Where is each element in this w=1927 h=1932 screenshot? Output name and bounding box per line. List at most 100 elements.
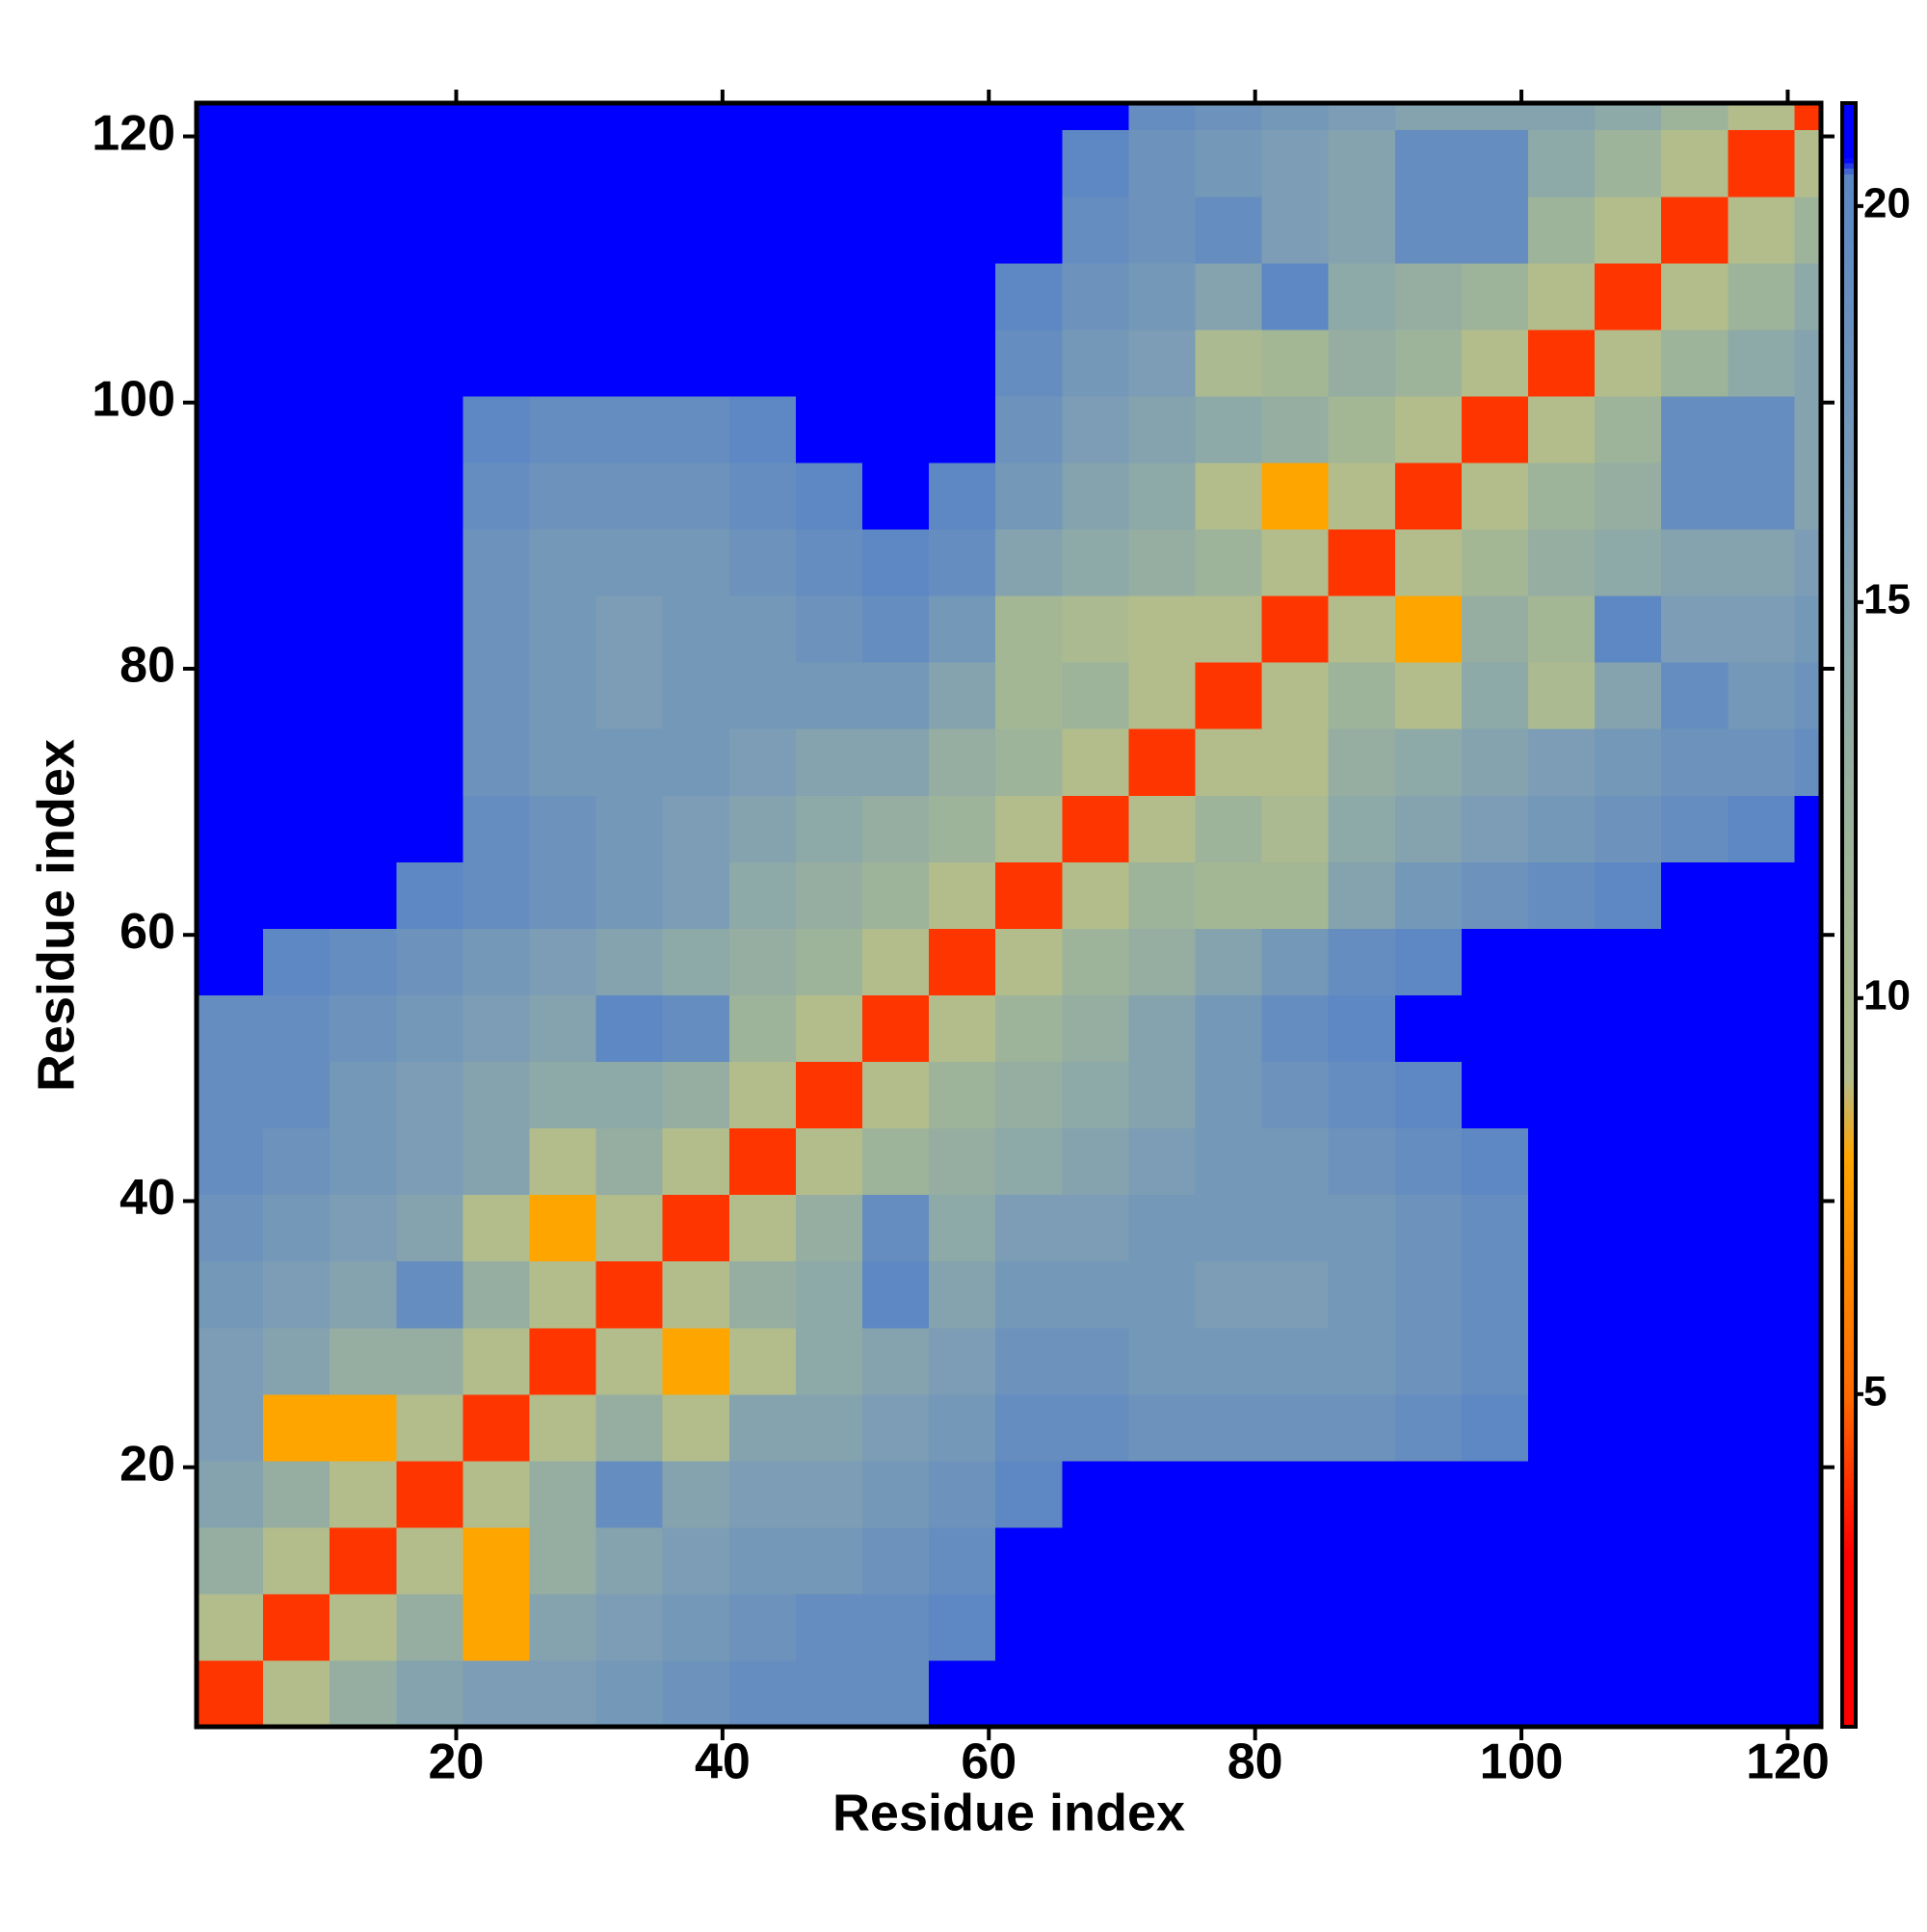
- colorbar-slice: [1842, 887, 1856, 894]
- colorbar-slice: [1842, 968, 1856, 976]
- colorbar-slice: [1842, 1705, 1856, 1711]
- colorbar-slice: [1842, 649, 1856, 656]
- heatmap-cell: [861, 662, 930, 729]
- colorbar-slice: [1842, 1098, 1856, 1105]
- heatmap-cell: [197, 728, 264, 796]
- heatmap-cell: [595, 1593, 664, 1661]
- plot-frame: [194, 100, 1824, 1730]
- heatmap-cell: [662, 1260, 730, 1329]
- y-tick-label: 80: [119, 638, 175, 694]
- colorbar-slice: [1842, 536, 1856, 543]
- colorbar-slice: [1842, 238, 1856, 245]
- heatmap-cell: [1527, 1260, 1596, 1329]
- heatmap-cell: [1394, 1194, 1463, 1262]
- heatmap-cell: [1261, 1260, 1330, 1329]
- heatmap-cell: [1661, 1526, 1729, 1595]
- heatmap-cell: [462, 1393, 531, 1462]
- heatmap-cell: [1195, 262, 1263, 331]
- colorbar-slice: [1842, 1655, 1856, 1663]
- heatmap-cell: [1527, 103, 1596, 131]
- heatmap-cell: [1328, 861, 1396, 929]
- heatmap-cell: [1261, 1194, 1330, 1262]
- colorbar-slice: [1842, 780, 1856, 786]
- colorbar-slice: [1842, 1694, 1856, 1701]
- heatmap-cell: [861, 994, 930, 1063]
- heatmap-cell: [263, 1659, 330, 1728]
- colorbar-slice: [1842, 1450, 1856, 1457]
- heatmap-cell: [529, 1393, 597, 1462]
- heatmap-cell: [1661, 1659, 1729, 1728]
- heatmap-cell: [197, 595, 264, 663]
- colorbar-slice: [1842, 1553, 1856, 1560]
- heatmap-cell: [595, 1393, 664, 1462]
- heatmap-cell: [263, 1593, 330, 1661]
- heatmap-cell: [1195, 1593, 1263, 1661]
- heatmap-cell: [1527, 595, 1596, 663]
- colorbar-slice: [1842, 1066, 1856, 1073]
- heatmap-cell: [1661, 395, 1729, 463]
- colorbar-slice: [1842, 1088, 1856, 1095]
- colorbar-slice: [1842, 1077, 1856, 1084]
- heatmap-cell: [1728, 1393, 1795, 1462]
- heatmap-cell: [1794, 994, 1822, 1063]
- heatmap-cell: [1595, 1593, 1662, 1661]
- heatmap-cell: [662, 462, 730, 530]
- colorbar-slice: [1842, 784, 1856, 792]
- heatmap-cell: [197, 1393, 264, 1462]
- heatmap-cell: [529, 1593, 597, 1661]
- colorbar-slice: [1842, 611, 1856, 619]
- colorbar-slice: [1842, 1640, 1856, 1647]
- colorbar-slice: [1842, 991, 1856, 997]
- heatmap-cell: [662, 1393, 730, 1462]
- heatmap-cell: [1461, 196, 1529, 264]
- heatmap-cell: [1794, 129, 1822, 198]
- heatmap-cell: [861, 1393, 930, 1462]
- heatmap-cell: [1062, 662, 1129, 729]
- heatmap-cell: [1661, 861, 1729, 929]
- heatmap-cell: [1328, 994, 1396, 1063]
- heatmap-cell: [595, 196, 664, 264]
- heatmap-cell: [1394, 462, 1463, 530]
- colorbar-slice: [1842, 1104, 1856, 1111]
- heatmap-cell: [595, 1127, 664, 1196]
- heatmap-cell: [263, 528, 330, 596]
- heatmap-cell: [929, 662, 996, 729]
- colorbar-slice: [1842, 135, 1856, 143]
- colorbar-slice: [1842, 1543, 1856, 1549]
- y-tick-label: 40: [119, 1170, 175, 1226]
- heatmap-cell: [1728, 595, 1795, 663]
- heatmap-cell: [1328, 395, 1396, 463]
- colorbar-slice: [1842, 1347, 1856, 1355]
- heatmap-cell: [462, 1061, 531, 1129]
- heatmap-cell: [1527, 395, 1596, 463]
- heatmap-cell: [1261, 1526, 1330, 1595]
- heatmap-cell: [1527, 129, 1596, 198]
- heatmap-cell: [1328, 595, 1396, 663]
- heatmap-cell: [529, 1526, 597, 1595]
- heatmap-cell: [929, 462, 996, 530]
- colorbar-slice: [1842, 265, 1856, 272]
- heatmap-cell: [728, 861, 797, 929]
- colorbar-slice: [1842, 330, 1856, 337]
- colorbar-slice: [1842, 1504, 1856, 1512]
- heatmap-cell: [861, 861, 930, 929]
- colorbar-slice: [1842, 860, 1856, 867]
- colorbar-slice: [1842, 941, 1856, 948]
- heatmap-cell: [1728, 1460, 1795, 1528]
- colorbar-tick-label: 20: [1863, 179, 1911, 226]
- heatmap-cell: [330, 1327, 397, 1395]
- colorbar-slice: [1842, 400, 1856, 408]
- heatmap-cell: [861, 1061, 930, 1129]
- heatmap-cell: [1728, 1659, 1795, 1728]
- heatmap-cell: [1128, 928, 1197, 995]
- heatmap-cell: [1661, 462, 1729, 530]
- heatmap-cell: [1062, 1393, 1129, 1462]
- heatmap-cell: [197, 994, 264, 1063]
- heatmap-cell: [861, 129, 930, 198]
- colorbar-slice: [1842, 482, 1856, 489]
- heatmap-cell: [929, 1061, 996, 1129]
- heatmap-cell: [1527, 462, 1596, 530]
- heatmap-cell: [1328, 1460, 1396, 1528]
- heatmap-cell: [1595, 795, 1662, 862]
- heatmap-cell: [1527, 994, 1596, 1063]
